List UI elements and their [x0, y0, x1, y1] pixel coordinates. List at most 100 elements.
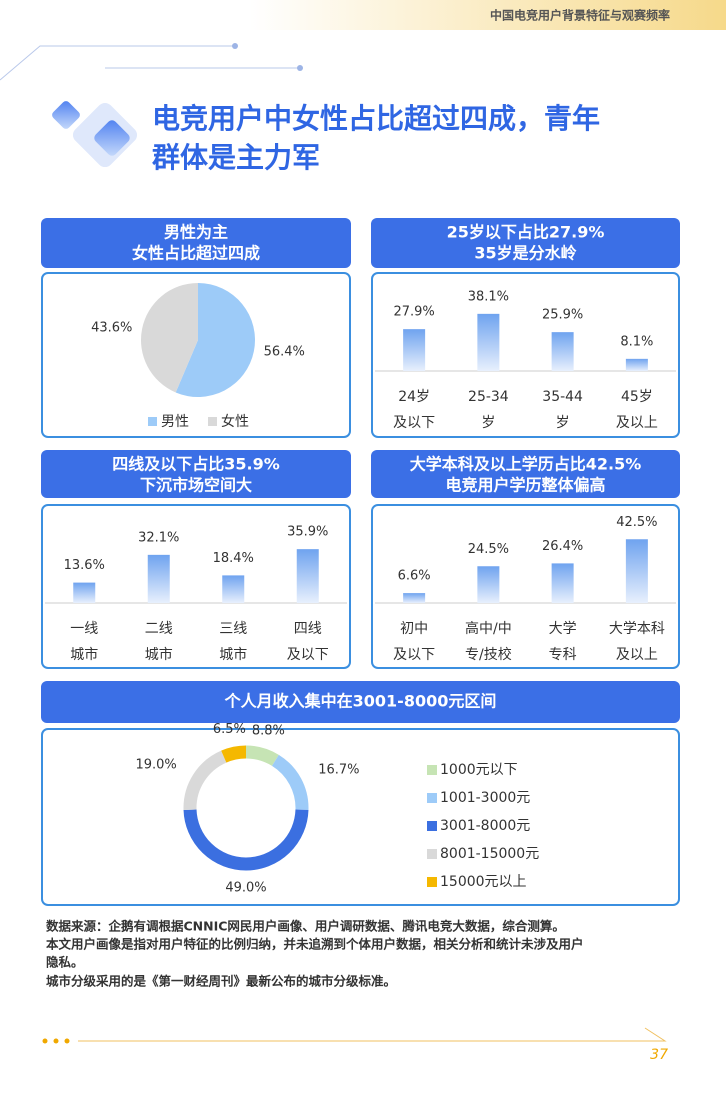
legend-label: 1000元以下: [440, 762, 518, 778]
legend-label: 8001-15000元: [440, 846, 539, 862]
value-label: 19.0%: [135, 758, 176, 773]
panel-title: 男性为主: [164, 223, 228, 242]
legend-label: 1001-3000元: [440, 790, 530, 806]
panel-header: [41, 681, 680, 723]
bar: [403, 329, 426, 371]
donut-slice: [271, 754, 309, 810]
legend-swatch: [208, 417, 217, 426]
top-bar: [250, 0, 726, 30]
panel-title: 25岁以下占比27.9%: [447, 223, 605, 242]
bar: [625, 358, 648, 371]
note: 数据来源：企鹅有调根据CNNIC网民用户画像、用户调研数据、腾讯电竞大数据，综合…: [45, 919, 565, 934]
title: 群体是主力军: [152, 141, 320, 174]
bar: [477, 313, 500, 371]
legend-swatch: [427, 849, 437, 859]
panel-box: [371, 272, 680, 438]
panel-subtitle: 电竞用户学历整体偏高: [445, 476, 605, 495]
panel-title: 个人月收入集中在3001-8000元区间: [224, 692, 497, 711]
bar: [477, 566, 500, 603]
x-tick-label: 大学: [549, 621, 577, 637]
x-tick-label: 及以下: [393, 647, 435, 663]
page-number: 37: [650, 1047, 668, 1063]
header: 中国电竞用户背景特征与观赛频率: [490, 8, 670, 23]
x-tick-label: 及以上: [616, 415, 658, 431]
value-label: 6.6%: [398, 569, 431, 584]
legend-label: 女性: [221, 413, 249, 430]
value-label: 32.1%: [138, 530, 179, 545]
bar: [222, 575, 245, 603]
x-tick-label: 岁: [481, 415, 495, 431]
panel-box: [41, 728, 680, 906]
panel-header: [371, 218, 680, 268]
value-label: 8.8%: [252, 724, 285, 739]
donut-slice: [183, 750, 227, 810]
legend-label: 男性: [161, 414, 189, 430]
panel-header: [41, 450, 351, 498]
x-tick-label: 一线: [70, 621, 98, 637]
deco-dot: [53, 1038, 59, 1044]
x-tick-label: 及以上: [616, 647, 658, 663]
value-label: 6.5%: [213, 722, 246, 737]
value-label: 16.7%: [318, 763, 359, 778]
value-label: 42.5%: [616, 515, 657, 530]
value-label: 13.6%: [64, 558, 105, 573]
deco-diamond: [94, 120, 130, 156]
bar: [551, 332, 574, 371]
bar: [625, 539, 648, 603]
legend-swatch: [427, 877, 437, 887]
value-label: 43.6%: [91, 321, 132, 336]
legend-swatch: [427, 765, 437, 775]
deco-dot: [297, 65, 303, 71]
deco-line: [0, 45, 300, 81]
pie-slice: [140, 283, 198, 393]
footer-line: [78, 1027, 667, 1042]
bar: [403, 593, 426, 603]
deco-dot: [42, 1038, 48, 1044]
bar: [551, 563, 574, 603]
x-tick-label: 25-34: [468, 389, 509, 405]
value-label: 38.1%: [468, 289, 509, 304]
donut-slice: [245, 745, 279, 767]
value-label: 26.4%: [542, 539, 583, 554]
x-tick-label: 三线: [219, 621, 247, 637]
bar: [147, 554, 170, 603]
value-label: 18.4%: [213, 551, 254, 566]
x-tick-label: 35-44: [542, 389, 583, 405]
x-tick-label: 二线: [145, 621, 173, 637]
donut-slice: [183, 809, 309, 871]
x-tick-label: 初中: [400, 620, 428, 637]
legend-label: 15000元以上: [440, 874, 527, 890]
panel-subtitle: 女性占比超过四成: [132, 244, 260, 263]
x-tick-label: 高中/中: [465, 620, 512, 637]
x-tick-label: 大学本科: [609, 621, 665, 637]
x-tick-label: 及以下: [393, 415, 435, 431]
deco-diamond: [52, 101, 80, 129]
x-tick-label: 专/技校: [465, 646, 512, 663]
deco-dot: [64, 1038, 70, 1044]
value-label: 27.9%: [393, 305, 434, 320]
x-tick-label: 45岁: [621, 389, 653, 405]
value-label: 56.4%: [264, 344, 305, 359]
legend-swatch: [427, 793, 437, 803]
x-tick-label: 专科: [549, 647, 577, 663]
x-tick-label: 城市: [145, 646, 173, 663]
bar: [73, 582, 96, 603]
note: 城市分级采用的是《第一财经周刊》最新公布的城市分级标准。: [46, 974, 396, 989]
legend-swatch: [148, 417, 157, 426]
value-label: 25.9%: [542, 308, 583, 323]
value-label: 49.0%: [225, 881, 266, 896]
panel-box: [371, 504, 680, 669]
x-tick-label: 岁: [556, 415, 570, 431]
deco-dot: [232, 43, 238, 49]
panel-title: 大学本科及以上学历占比42.5%: [410, 455, 642, 474]
bar: [296, 549, 319, 603]
x-tick-label: 四线: [294, 621, 322, 637]
value-label: 24.5%: [468, 542, 509, 557]
x-tick-label: 24岁: [398, 389, 430, 405]
title: 电竞用户中女性占比超过四成，青年: [152, 102, 600, 135]
x-tick-label: 及以下: [287, 647, 329, 663]
panel-header: [41, 218, 351, 268]
value-label: 8.1%: [620, 334, 653, 349]
note: 本文用户画像是指对用户特征的比例归纳，并未追溯到个体用户数据，相关分析和统计未涉…: [46, 937, 584, 952]
